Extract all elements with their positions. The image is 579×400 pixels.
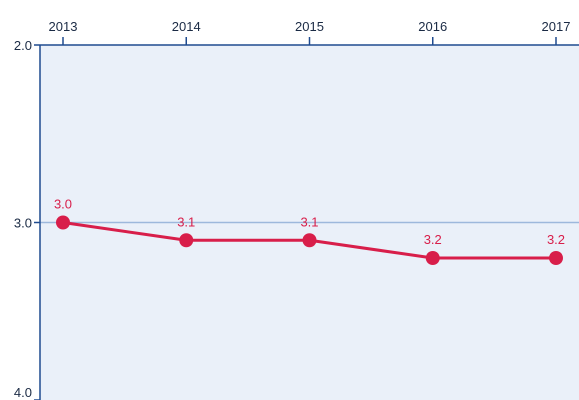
data-point <box>425 251 440 265</box>
y-tick-label: 2.0 <box>14 38 32 53</box>
x-tick-label: 2016 <box>418 19 447 34</box>
data-point <box>56 215 70 230</box>
data-label: 3.2 <box>547 232 565 247</box>
x-ticks: 2013 2014 2015 2016 2017 <box>49 19 571 45</box>
x-tick-label: 2014 <box>172 19 201 34</box>
data-point <box>549 251 563 265</box>
y-ticks: 2.0 3.0 4.0 <box>14 38 40 400</box>
x-tick-label: 2015 <box>295 19 324 34</box>
data-label: 3.0 <box>54 197 72 212</box>
y-tick-label: 3.0 <box>14 216 32 231</box>
data-label: 3.1 <box>177 214 195 229</box>
series-group: 3.0 3.1 3.1 3.2 3.2 <box>54 197 565 265</box>
x-tick-label: 2017 <box>542 19 571 34</box>
y-tick-label: 4.0 <box>14 385 32 400</box>
data-label: 3.1 <box>300 214 318 229</box>
data-point <box>179 233 194 248</box>
data-label: 3.2 <box>424 232 442 247</box>
data-point <box>302 233 317 248</box>
x-tick-label: 2013 <box>49 19 78 34</box>
